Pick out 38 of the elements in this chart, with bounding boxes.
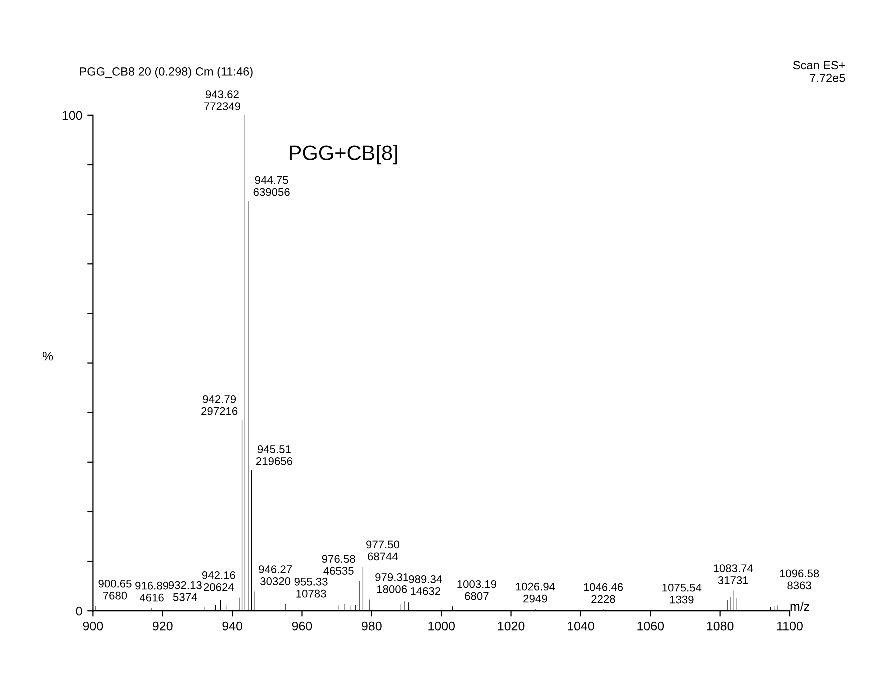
annotation: 942.16 20624 bbox=[202, 572, 236, 592]
text: Scan ES+ 7.72e5 bbox=[793, 61, 846, 82]
annotation: 1075.54 1339 bbox=[662, 584, 702, 604]
annotation: 946.27 30320 bbox=[259, 566, 292, 586]
annotation: 945.51 219656 bbox=[256, 446, 293, 466]
annotation: 976.58 46535 bbox=[322, 555, 356, 575]
x-tick-label: 980 bbox=[362, 622, 382, 631]
annotation: 1046.46 2228 bbox=[584, 583, 624, 604]
x-tick-label: 1000 bbox=[428, 622, 456, 631]
x-tick-label: 960 bbox=[292, 622, 312, 631]
annotation: 1096.58 8363 bbox=[780, 570, 820, 590]
annotation: 977.50 68744 bbox=[366, 540, 400, 561]
annotation: 1026.94 2949 bbox=[516, 582, 556, 603]
y-axis-title: % bbox=[42, 352, 54, 361]
x-tick-label: 900 bbox=[83, 622, 104, 631]
x-tick-label: 920 bbox=[153, 622, 173, 631]
x-tick-label: 1080 bbox=[707, 622, 734, 631]
annotation: 942.79 297216 bbox=[202, 395, 238, 416]
annotation: 916.89 4616 bbox=[136, 582, 169, 602]
annotation: 900.65 7680 bbox=[98, 580, 132, 600]
x-tick-label: 940 bbox=[222, 622, 242, 631]
y-tick-label: 100 bbox=[62, 111, 82, 120]
annotation: 955.33 10783 bbox=[294, 578, 328, 598]
annotation: 932.13 5374 bbox=[168, 581, 202, 602]
annotation: PGG+CB[8] bbox=[290, 145, 398, 165]
chart-title: PGG_CB8 20 (0.298) Cm (11:46) bbox=[80, 67, 253, 78]
x-tick-label: 1060 bbox=[638, 622, 664, 631]
x-axis-title: m/z bbox=[790, 602, 810, 612]
annotation: 944.75 639056 bbox=[254, 176, 290, 196]
x-tick-label: 1040 bbox=[568, 622, 594, 631]
y-tick-label: 0 bbox=[76, 606, 82, 616]
annotation: 979.31 18006 bbox=[376, 574, 409, 594]
annotation: 989.34 14632 bbox=[409, 575, 442, 596]
annotation: 943.62 772349 bbox=[204, 90, 240, 110]
annotation: 1003.19 6807 bbox=[458, 580, 497, 600]
x-tick-label: 1020 bbox=[498, 622, 525, 631]
annotation: 1083.74 31731 bbox=[714, 564, 754, 584]
x-tick-label: 1100 bbox=[778, 622, 803, 631]
